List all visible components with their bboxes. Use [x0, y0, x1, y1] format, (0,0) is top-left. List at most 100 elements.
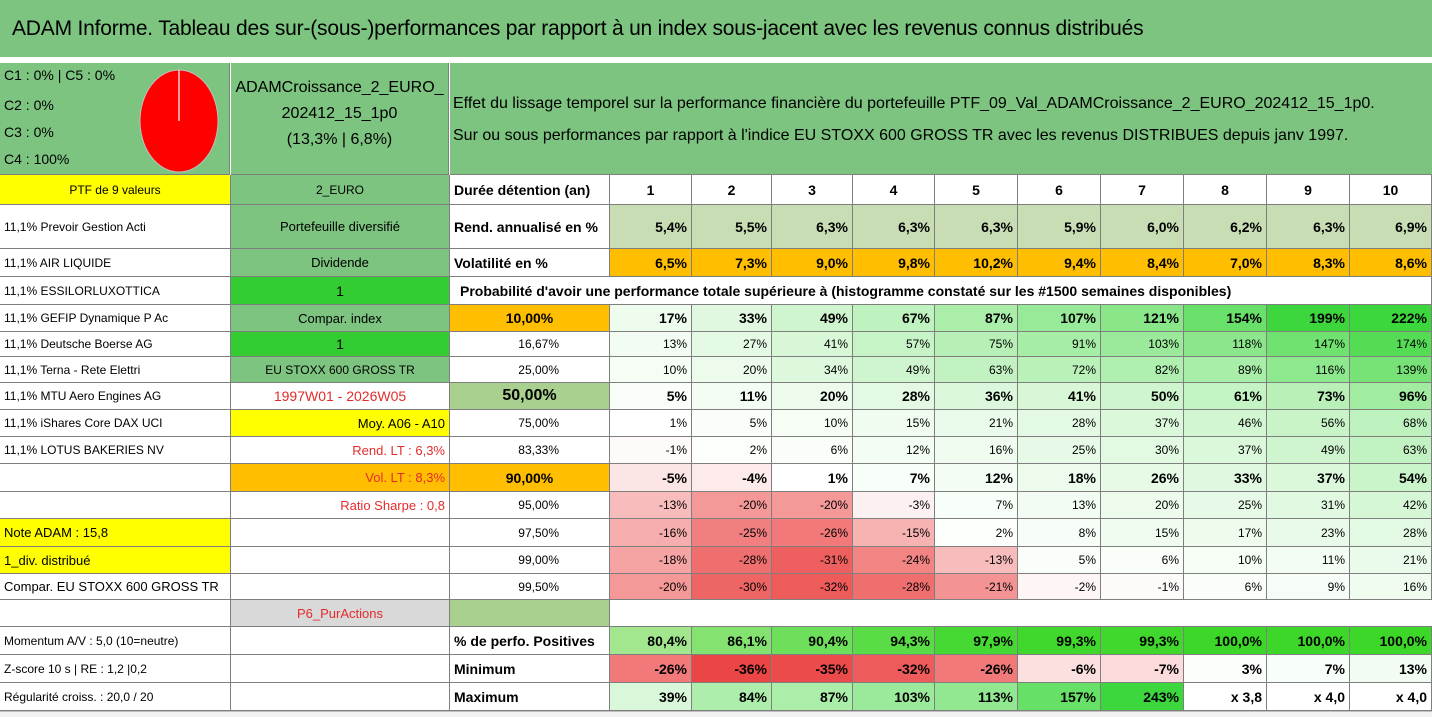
minimum-value: -6%	[1018, 655, 1101, 683]
probability-level: 50,00%	[450, 383, 610, 410]
year-header: 10	[1350, 175, 1432, 205]
composition-c4: C4 : 100%	[4, 151, 70, 167]
probability-value: 16%	[1350, 574, 1432, 600]
year-header: 9	[1267, 175, 1350, 205]
probability-value: 5%	[1018, 547, 1101, 574]
probability-value: 20%	[1101, 492, 1184, 519]
probability-value: 82%	[1101, 357, 1184, 383]
col-a-cell: 11,1% AIR LIQUIDE	[0, 249, 231, 277]
volatility-value: 9,8%	[853, 249, 935, 277]
probability-value: 28%	[853, 383, 935, 410]
probability-value: 49%	[772, 305, 853, 332]
probability-value: 20%	[692, 357, 772, 383]
maximum-value: 157%	[1018, 683, 1101, 711]
probability-value: -13%	[935, 547, 1018, 574]
positive-perf-value: 97,9%	[935, 627, 1018, 655]
col-b-cell: Dividende	[231, 249, 450, 277]
maximum-value: 103%	[853, 683, 935, 711]
probability-value: 12%	[853, 437, 935, 464]
probability-value: -5%	[610, 464, 692, 492]
col-a-cell: 11,1% ESSILORLUXOTTICA	[0, 277, 231, 305]
probability-value: 56%	[1267, 410, 1350, 437]
probability-value: 139%	[1350, 357, 1432, 383]
probability-level: 97,50%	[450, 519, 610, 547]
probability-value: 107%	[1018, 305, 1101, 332]
portfolio-name: ADAMCroissance_2_EURO_ 202412_15_1p0 (13…	[231, 63, 449, 175]
maximum-value: x 4,0	[1350, 683, 1432, 711]
probability-value: -24%	[853, 547, 935, 574]
volatility-value: 9,0%	[772, 249, 853, 277]
composition-c3: C3 : 0%	[4, 124, 54, 140]
probability-value: -1%	[1101, 574, 1184, 600]
probability-value: 10%	[610, 357, 692, 383]
probability-value: 25%	[1018, 437, 1101, 464]
composition-c1-c5: C1 : 0% | C5 : 0%	[4, 67, 116, 83]
probability-value: 5%	[610, 383, 692, 410]
positive-perf-value: 80,4%	[610, 627, 692, 655]
annual-return-value: 6,9%	[1350, 205, 1432, 249]
col-b-cell: Vol. LT : 8,3%	[231, 464, 450, 492]
col-a-cell: 11,1% MTU Aero Engines AG	[0, 383, 231, 410]
annual-return-value: 5,5%	[692, 205, 772, 249]
minimum-value: 13%	[1350, 655, 1432, 683]
probability-value: -15%	[853, 519, 935, 547]
col-b-cell: Compar. index	[231, 305, 450, 332]
probability-value: -28%	[853, 574, 935, 600]
probability-level: 83,33%	[450, 437, 610, 464]
probability-value: 2%	[935, 519, 1018, 547]
positive-perf-value: 99,3%	[1101, 627, 1184, 655]
col-b-cell	[231, 683, 450, 711]
positive-perf-value: 100,0%	[1267, 627, 1350, 655]
col-b-cell: 2_EURO	[231, 175, 450, 205]
probability-value: 7%	[935, 492, 1018, 519]
positive-perf-value: 90,4%	[772, 627, 853, 655]
composition-panel: C1 : 0% | C5 : 0% C2 : 0% C3 : 0% C4 : 1…	[0, 63, 230, 175]
probability-value: -25%	[692, 519, 772, 547]
probability-value: -13%	[610, 492, 692, 519]
sheet-bottom-edge	[0, 711, 1432, 717]
probability-value: 11%	[692, 383, 772, 410]
probability-value: 103%	[1101, 332, 1184, 357]
probability-value: 49%	[853, 357, 935, 383]
probability-value: 67%	[853, 305, 935, 332]
probability-value: 118%	[1184, 332, 1267, 357]
col-b-cell: Moy. A06 - A10	[231, 410, 450, 437]
volatility-value: 8,6%	[1350, 249, 1432, 277]
probability-value: 73%	[1267, 383, 1350, 410]
probability-level: 25,00%	[450, 357, 610, 383]
portfolio-size-header: PTF de 9 valeurs	[0, 175, 231, 205]
probability-value: 121%	[1101, 305, 1184, 332]
probability-value: 1%	[772, 464, 853, 492]
year-header: 6	[1018, 175, 1101, 205]
probability-value: 41%	[772, 332, 853, 357]
probability-value: 23%	[1267, 519, 1350, 547]
probability-level: 10,00%	[450, 305, 610, 332]
minimum-value: -35%	[772, 655, 853, 683]
col-a-cell: Z-score 10 s | RE : 1,2 |0,2	[0, 655, 231, 683]
probability-value: 174%	[1350, 332, 1432, 357]
probability-value: 37%	[1267, 464, 1350, 492]
col-a-cell: 11,1% GEFIP Dynamique P Ac	[0, 305, 231, 332]
volatility-value: 6,5%	[610, 249, 692, 277]
probability-value: 11%	[1267, 547, 1350, 574]
volatility-value: 7,0%	[1184, 249, 1267, 277]
probability-value: 49%	[1267, 437, 1350, 464]
probability-value: -31%	[772, 547, 853, 574]
minimum-value: -26%	[610, 655, 692, 683]
probability-title: Probabilité d'avoir une performance tota…	[450, 277, 1432, 305]
empty-row	[610, 600, 1432, 627]
probability-value: 63%	[935, 357, 1018, 383]
probability-value: 13%	[1018, 492, 1101, 519]
volatility-value: 8,4%	[1101, 249, 1184, 277]
col-a-cell: 11,1% Deutsche Boerse AG	[0, 332, 231, 357]
maximum-label: Maximum	[450, 683, 610, 711]
col-b-cell: 1	[231, 332, 450, 357]
probability-value: 33%	[1184, 464, 1267, 492]
probability-value: 28%	[1350, 519, 1432, 547]
probability-value: 54%	[1350, 464, 1432, 492]
volatility-value: 8,3%	[1267, 249, 1350, 277]
probability-value: 33%	[692, 305, 772, 332]
minimum-value: -7%	[1101, 655, 1184, 683]
minimum-value: 3%	[1184, 655, 1267, 683]
col-b-cell: 1997W01 - 2026W05	[231, 383, 450, 410]
